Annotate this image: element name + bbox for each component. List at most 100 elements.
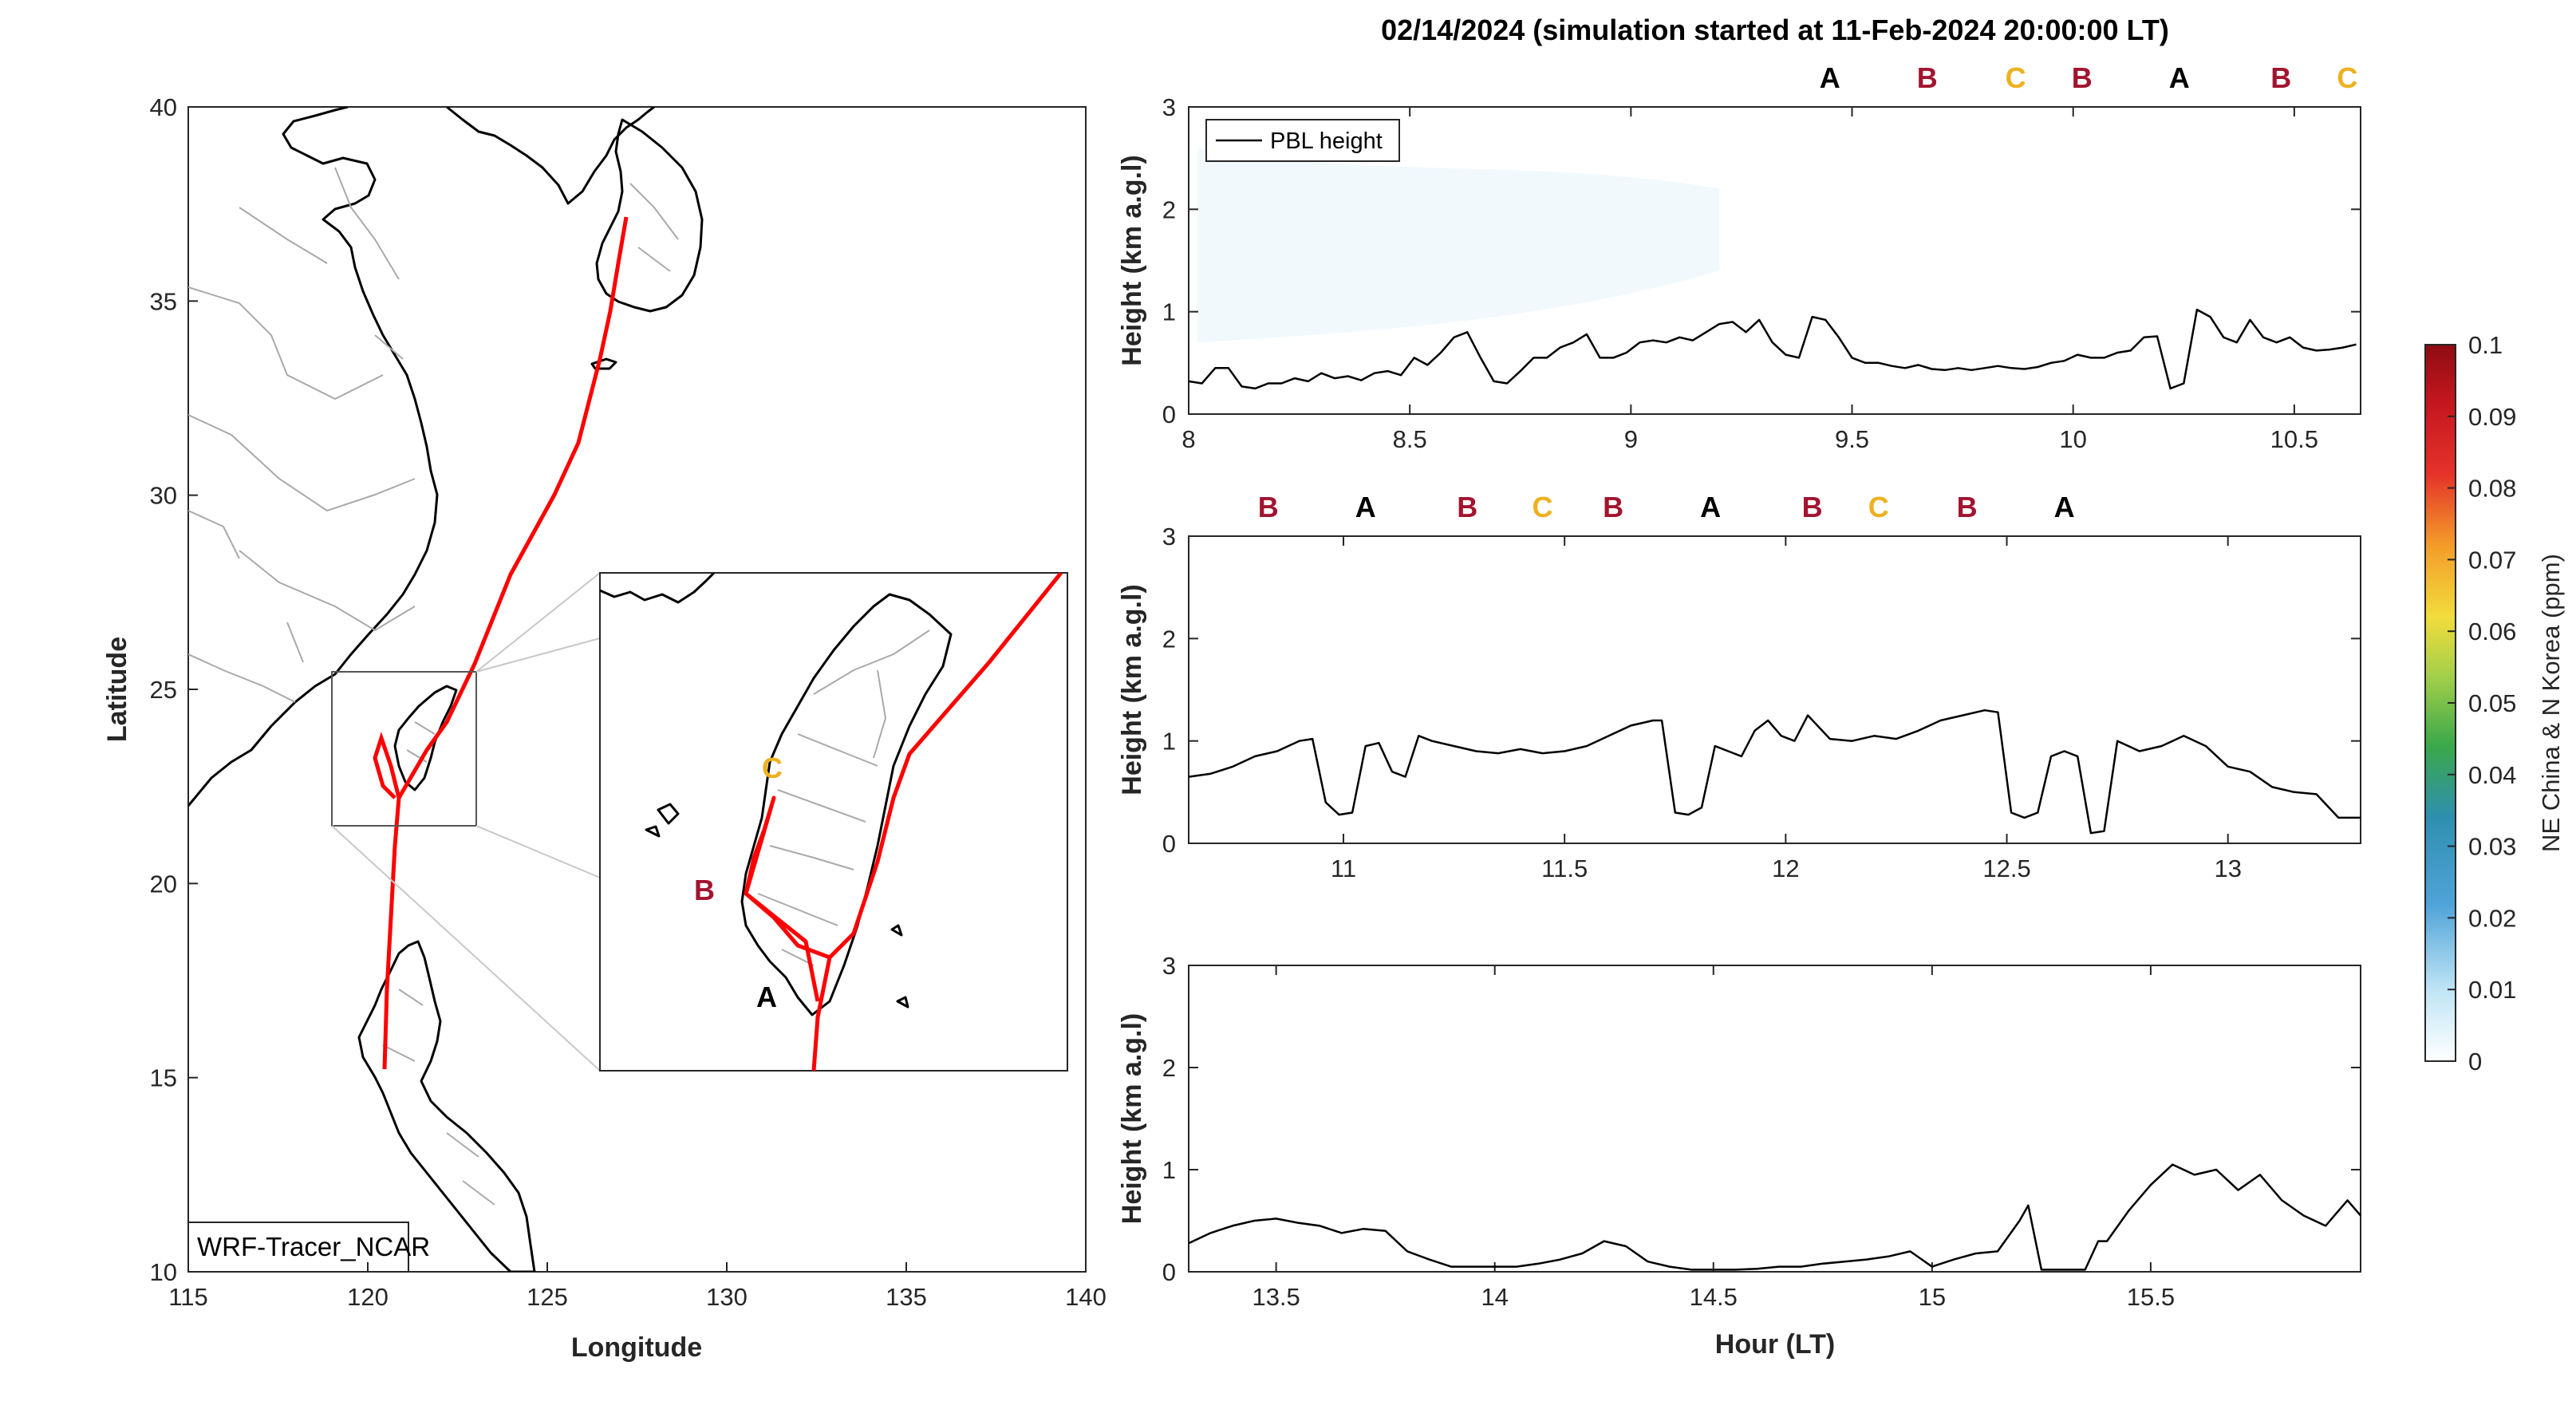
map-panel: C B A WRF-Tracer_NCAR 115 120 125 130 135 140… <box>102 93 1107 1363</box>
colorbar-tick-label: 0.01 <box>2468 976 2516 1004</box>
source-marker-b: B <box>1258 491 1279 523</box>
xtick-label: 10.5 <box>2270 425 2318 453</box>
xtick-label: 15.5 <box>2127 1283 2175 1311</box>
colorbar-tick-label: 0.07 <box>2468 546 2516 574</box>
map-ytick-label: 40 <box>150 93 177 121</box>
xtick-label: 9.5 <box>1835 425 1869 453</box>
tracer-shading <box>1197 148 1720 343</box>
xtick-label: 13 <box>2214 855 2241 882</box>
pbl-panel-1: 8 8.5 9 9.5 10 10.5 0 1 2 3 Height (km a.g.l) A B C B A… <box>1117 61 2361 453</box>
colorbar-tick-label: 0.04 <box>2468 761 2516 789</box>
inset-small-islands <box>890 924 909 1008</box>
inset-label-c: C <box>762 752 783 784</box>
source-marker-a: A <box>1355 491 1376 523</box>
xtick-label: 11 <box>1331 855 1356 882</box>
inset-taiwan-coastline <box>740 593 953 1016</box>
xtick-label: 9 <box>1624 425 1638 453</box>
ytick-label: 1 <box>1162 1156 1176 1184</box>
ytick-label: 3 <box>1162 523 1176 551</box>
map-xtick-label: 120 <box>347 1283 389 1311</box>
inset-label-a: A <box>756 981 777 1013</box>
pbl-height-line <box>1188 308 2357 390</box>
ytick-label: 1 <box>1162 298 1176 326</box>
map-xtick-label: 140 <box>1065 1283 1107 1311</box>
taiwan-coastline <box>393 685 458 791</box>
source-marker-a: A <box>1820 61 1840 94</box>
source-marker-b: B <box>1457 491 1477 523</box>
inset-map: C B A <box>599 572 1068 1072</box>
inset-connector-line <box>475 572 601 673</box>
panel-ylabel: Height (km a.g.l) <box>1117 584 1147 795</box>
pbl-panel-3: 13.5 14 14.5 15 15.5 0 1 2 3 Height (km a.g.l) <box>1117 952 2361 1311</box>
province-borders <box>188 167 679 1206</box>
jeju-island <box>590 357 617 370</box>
inset-label-b: B <box>694 874 715 906</box>
xtick-label: 14.5 <box>1690 1283 1738 1311</box>
colorbar-tick-label: 0.03 <box>2468 833 2516 861</box>
ts-xlabel: Hour (LT) <box>1715 1329 1835 1360</box>
philippines-coastline <box>357 940 536 1272</box>
xtick-label: 13.5 <box>1252 1283 1300 1311</box>
map-xtick-label: 135 <box>886 1283 927 1311</box>
source-marker-c: C <box>1532 491 1552 523</box>
colorbar: 0 0.01 0.02 0.03 0.04 0.05 0.06 0.07 0.08 0.09 0.1… <box>2424 331 2565 1076</box>
xtick-label: 12 <box>1772 855 1799 882</box>
ytick-label: 2 <box>1162 1054 1176 1082</box>
colorbar-tick-label: 0.1 <box>2468 331 2503 359</box>
colorbar-tick-label: 0.08 <box>2468 475 2516 503</box>
colorbar-tick-label: 0.06 <box>2468 618 2516 645</box>
source-marker-c: C <box>2006 61 2026 94</box>
inset-trajectory-track <box>811 573 1063 1071</box>
source-marker-c: C <box>2337 61 2357 94</box>
ytick-label: 0 <box>1162 1258 1176 1286</box>
inset-connector-line <box>475 825 601 878</box>
map-ylabel: Latitude <box>102 637 132 742</box>
map-xlabel: Longitude <box>571 1332 702 1363</box>
panel-ylabel: Height (km a.g.l) <box>1117 155 1147 365</box>
legend: PBL height <box>1205 119 1400 162</box>
source-marker-a: A <box>2169 61 2190 94</box>
colorbar-tick-label: 0 <box>2468 1048 2482 1076</box>
ytick-label: 0 <box>1162 830 1176 858</box>
source-marker-a: A <box>2054 491 2075 523</box>
colorbar-label: NE China & N Korea (ppm) <box>2537 554 2565 852</box>
colorbar-tick-label: 0.05 <box>2468 689 2516 717</box>
panel-frame <box>1188 965 2361 1273</box>
map-ytick-label: 30 <box>150 482 177 510</box>
inset-connector-line <box>331 825 601 1072</box>
ytick-label: 1 <box>1162 728 1176 756</box>
trajectory-branch <box>373 732 401 799</box>
map-ytick-label: 20 <box>150 870 177 898</box>
inset-county-borders <box>757 630 930 966</box>
map-xtick-label: 125 <box>527 1283 568 1311</box>
korea-coastline <box>595 118 704 313</box>
map-tick-labels: 115 120 125 130 135 140 10 15 20 25 30 35 40 <box>150 93 1107 1311</box>
pbl-height-line <box>1188 708 2361 835</box>
ytick-label: 3 <box>1162 93 1176 121</box>
map-ytick-label: 35 <box>150 287 177 315</box>
colorbar-tick-label: 0.09 <box>2468 403 2516 431</box>
xtick-label: 14 <box>1481 1283 1508 1311</box>
source-marker-b: B <box>1603 491 1623 523</box>
source-marker-b: B <box>2072 61 2093 94</box>
figure-title: 02/14/2024 (simulation started at 11-Feb… <box>1381 14 2169 46</box>
xtick-label: 12.5 <box>1982 855 2030 882</box>
colorbar-tick-labels: 0 0.01 0.02 0.03 0.04 0.05 0.06 0.07 0.08 0.09 0.1 <box>2448 331 2516 1076</box>
xtick-label: 8.5 <box>1393 425 1427 453</box>
ytick-label: 3 <box>1162 952 1176 980</box>
source-marker-a: A <box>1700 491 1721 523</box>
ytick-label: 2 <box>1162 195 1176 223</box>
model-label: WRF-Tracer_NCAR <box>197 1232 430 1261</box>
source-marker-b: B <box>1957 491 1978 523</box>
xtick-label: 10 <box>2059 425 2086 453</box>
pbl-height-line <box>1188 1163 2361 1271</box>
inset-connector-line <box>475 637 601 673</box>
map-xtick-label: 115 <box>168 1283 207 1311</box>
inset-trajectory-branch <box>744 795 830 1002</box>
source-marker-c: C <box>1868 491 1889 523</box>
panel-ylabel: Height (km a.g.l) <box>1117 1013 1147 1224</box>
xtick-label: 15 <box>1919 1283 1946 1311</box>
